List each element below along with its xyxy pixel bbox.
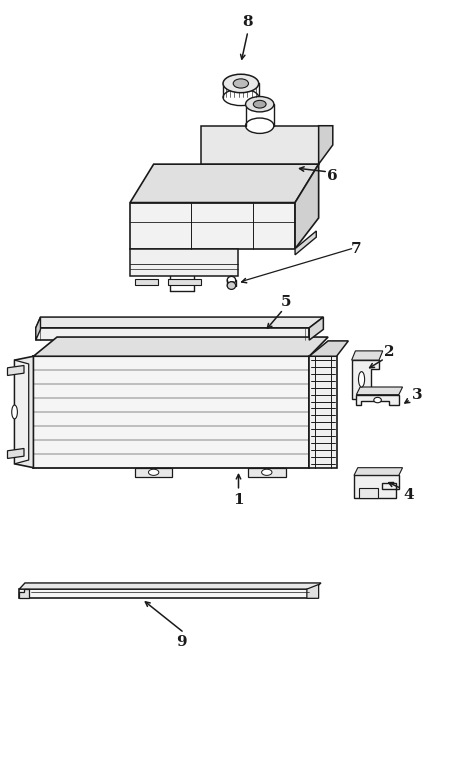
Text: 6: 6	[327, 169, 337, 183]
Polygon shape	[295, 164, 318, 248]
Polygon shape	[306, 584, 318, 598]
Ellipse shape	[12, 405, 17, 419]
Polygon shape	[19, 583, 320, 589]
Polygon shape	[33, 356, 308, 467]
Text: 5: 5	[280, 295, 290, 309]
Polygon shape	[356, 395, 398, 406]
Polygon shape	[295, 231, 316, 255]
Polygon shape	[351, 351, 382, 360]
Polygon shape	[8, 365, 24, 375]
Ellipse shape	[245, 97, 273, 112]
Polygon shape	[130, 164, 318, 203]
Polygon shape	[308, 317, 323, 340]
Polygon shape	[19, 589, 29, 598]
Ellipse shape	[233, 79, 248, 88]
Polygon shape	[358, 488, 377, 498]
Polygon shape	[351, 360, 378, 399]
Text: 3: 3	[411, 388, 422, 402]
Polygon shape	[356, 387, 402, 395]
Text: 4: 4	[402, 488, 413, 502]
Text: 2: 2	[383, 345, 394, 359]
Polygon shape	[353, 475, 398, 498]
Polygon shape	[15, 356, 33, 467]
Polygon shape	[36, 328, 308, 340]
Ellipse shape	[253, 101, 266, 108]
Polygon shape	[33, 337, 327, 356]
Polygon shape	[15, 360, 29, 464]
Polygon shape	[8, 448, 24, 458]
Text: 8: 8	[242, 15, 253, 29]
Polygon shape	[36, 317, 323, 328]
Polygon shape	[318, 125, 332, 164]
Polygon shape	[353, 467, 402, 475]
Polygon shape	[130, 248, 238, 276]
Polygon shape	[248, 467, 285, 477]
Polygon shape	[19, 589, 313, 598]
Polygon shape	[135, 279, 158, 285]
Polygon shape	[308, 341, 347, 356]
Polygon shape	[36, 317, 40, 340]
Ellipse shape	[261, 469, 271, 475]
Ellipse shape	[358, 372, 364, 387]
Text: 9: 9	[176, 635, 187, 649]
Polygon shape	[200, 125, 318, 164]
Ellipse shape	[227, 276, 235, 284]
Ellipse shape	[245, 118, 273, 133]
Ellipse shape	[223, 89, 258, 105]
Polygon shape	[308, 356, 336, 467]
Polygon shape	[168, 279, 200, 285]
Ellipse shape	[227, 282, 235, 289]
Ellipse shape	[223, 74, 258, 93]
Polygon shape	[130, 203, 295, 248]
Text: 7: 7	[350, 241, 361, 255]
Ellipse shape	[373, 397, 380, 402]
Text: 1: 1	[233, 493, 243, 507]
Ellipse shape	[148, 469, 159, 475]
Polygon shape	[135, 467, 172, 477]
